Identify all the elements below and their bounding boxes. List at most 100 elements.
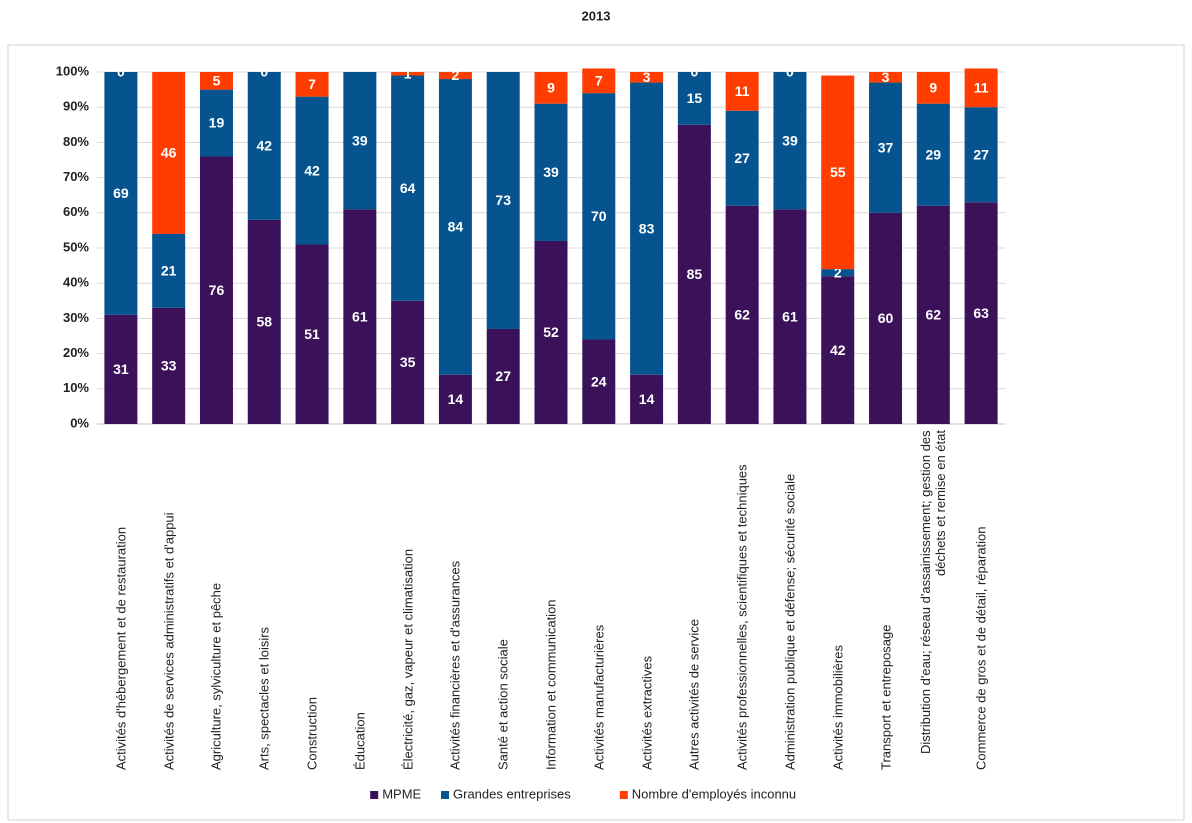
y-tick-label: 20%	[63, 345, 89, 360]
bar-segment	[773, 72, 807, 210]
x-tick-label: Construction	[304, 697, 320, 770]
data-label: 61	[352, 308, 368, 324]
data-label: 27	[495, 368, 511, 384]
bar-segment	[199, 72, 233, 90]
bar-segment	[104, 314, 138, 424]
x-tick-label: Activités financières et d'assurances	[447, 560, 463, 770]
legend-swatch	[441, 791, 449, 799]
bar-segment	[438, 374, 472, 424]
legend-label: Grandes entreprises	[453, 786, 571, 801]
bar-segment	[104, 72, 138, 315]
data-label: 0	[117, 64, 125, 80]
data-label: 46	[161, 145, 177, 161]
bar-segment	[630, 82, 664, 375]
x-tick-label: Éducation	[352, 712, 368, 770]
bar-segment	[869, 212, 903, 424]
data-label: 24	[591, 373, 607, 389]
bar-segment	[295, 244, 329, 424]
data-label: 84	[448, 219, 464, 235]
data-label: 15	[687, 90, 703, 106]
y-tick-label: 60%	[63, 204, 89, 219]
bar-segment	[391, 300, 425, 424]
y-tick-label: 100%	[56, 63, 90, 78]
data-label: 0	[690, 64, 698, 80]
data-label: 27	[973, 146, 989, 162]
bar-segment	[916, 103, 950, 206]
data-label: 5	[213, 73, 221, 89]
legend-label: Nombre d'employés inconnu	[632, 786, 796, 801]
data-label: 76	[209, 282, 225, 298]
data-label: 19	[209, 115, 225, 131]
data-label: 39	[543, 164, 559, 180]
x-tick-label: Commerce de gros et de détail, réparatio…	[973, 526, 989, 770]
x-tick-label: Activités immobilières	[830, 645, 846, 770]
x-tick-label: Activités d'hébergement et de restaurati…	[113, 526, 129, 770]
bar-segment	[916, 205, 950, 424]
bar-segment	[152, 233, 186, 308]
data-label: 85	[687, 266, 703, 282]
data-label: 11	[735, 83, 750, 99]
bar-segment	[438, 79, 472, 375]
data-label: 3	[643, 69, 651, 85]
data-label: 11	[974, 80, 989, 96]
x-tick-label: Électricité, gaz, vapeur et climatisatio…	[400, 548, 416, 770]
bar-segment	[773, 209, 807, 424]
legend-swatch	[370, 791, 379, 799]
data-label: 21	[161, 263, 177, 279]
data-label: 9	[929, 80, 937, 96]
bar-segment	[582, 68, 616, 94]
data-label: 9	[547, 80, 555, 96]
bar-segment	[725, 110, 759, 206]
data-label: 42	[830, 342, 846, 358]
data-label: 61	[782, 308, 798, 324]
data-label: 37	[878, 139, 894, 155]
bar-segment	[630, 374, 664, 424]
data-label: 62	[734, 307, 750, 323]
chart-frame	[7, 44, 1185, 821]
data-label: 1	[404, 65, 412, 81]
bar-segment	[391, 75, 425, 301]
y-tick-label: 70%	[63, 169, 89, 184]
data-label: 14	[639, 391, 655, 407]
bar-segment	[295, 96, 329, 245]
data-label: 0	[786, 64, 794, 80]
y-tick-label: 90%	[63, 99, 89, 114]
data-label: 70	[591, 208, 607, 224]
bar-segment	[821, 75, 855, 270]
x-tick-label: Activités de services administratifs et …	[161, 512, 177, 770]
data-label: 2	[452, 67, 460, 83]
y-tick-label: 40%	[63, 275, 89, 290]
data-label: 39	[782, 132, 798, 148]
bar-segment	[725, 205, 759, 424]
bar-segment	[582, 93, 616, 340]
bar-segment	[486, 72, 520, 329]
bar-segment	[534, 240, 568, 424]
x-tick-label: Activités manufacturières	[591, 624, 607, 770]
bar-segment	[343, 209, 377, 424]
data-label: 83	[639, 220, 655, 236]
bar-segment	[343, 72, 377, 210]
x-tick-label: Agriculture, sylviculture et pêche	[208, 582, 224, 770]
bar-segment	[534, 72, 568, 104]
bar-segment	[630, 72, 664, 83]
x-tick-label: Activités extractives	[639, 655, 655, 770]
data-label: 33	[161, 358, 177, 374]
bar-segment	[964, 68, 998, 108]
bar-segment	[247, 219, 281, 424]
bar-segment	[295, 72, 329, 97]
bar-segment	[391, 72, 425, 76]
data-label: 2	[834, 264, 842, 280]
bar-segment	[486, 328, 520, 424]
bar-segment	[869, 82, 903, 213]
data-label: 58	[256, 314, 272, 330]
y-tick-label: 80%	[63, 134, 89, 149]
data-label: 7	[308, 76, 316, 92]
bar-segment	[677, 124, 711, 425]
data-label: 42	[256, 138, 272, 154]
data-label: 42	[304, 162, 320, 178]
bar-segment	[916, 72, 950, 104]
y-tick-label: 30%	[63, 310, 89, 325]
chart-title: 2013	[582, 8, 611, 23]
